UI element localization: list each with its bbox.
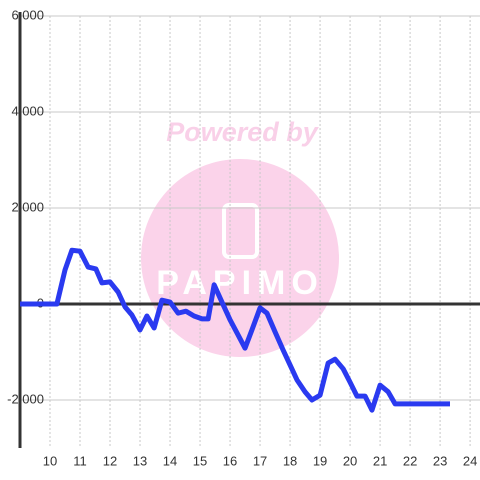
x-tick-label: 10 (43, 453, 57, 468)
x-tick-label: 24 (463, 453, 477, 468)
x-tick-label: 12 (103, 453, 117, 468)
x-tick-label: 14 (163, 453, 177, 468)
x-tick-label: 16 (223, 453, 237, 468)
x-tick-label: 11 (73, 453, 87, 468)
watermark-brand: PAPIMO (156, 264, 324, 302)
y-tick-label: 6,000 (11, 7, 44, 22)
x-tick-label: 20 (343, 453, 357, 468)
x-tick-label: 15 (193, 453, 207, 468)
x-tick-label: 23 (433, 453, 447, 468)
data-line (20, 247, 450, 413)
watermark-title: Powered by (166, 117, 320, 147)
watermark-icon (222, 203, 259, 259)
x-tick-label: 22 (403, 453, 417, 468)
x-tick-label: 21 (373, 453, 387, 468)
x-tick-label: 17 (253, 453, 267, 468)
watermark: Powered by PAPIMO (141, 117, 339, 357)
x-tick-label: 13 (133, 453, 147, 468)
y-tick-label: -2,000 (7, 391, 44, 406)
y-tick-label: 4,000 (11, 103, 44, 118)
x-tick-label: 19 (313, 453, 327, 468)
y-tick-label: 2,000 (11, 199, 44, 214)
x-tick-label: 18 (283, 453, 297, 468)
